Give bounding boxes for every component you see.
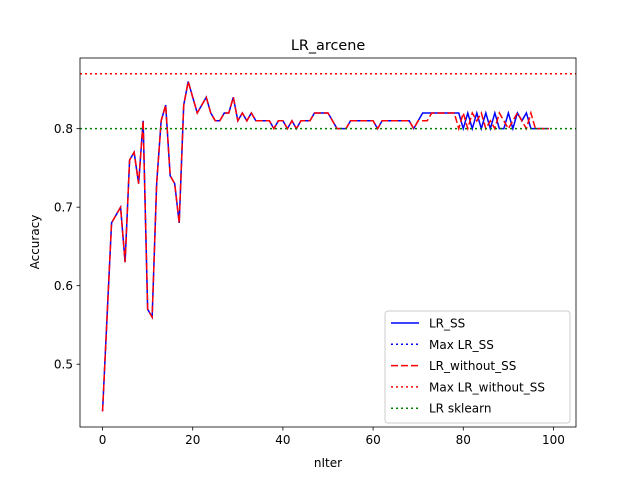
x-tick-label-2: 40	[275, 433, 290, 447]
y-tick-label-1: 0.6	[54, 279, 73, 293]
legend-box	[384, 310, 571, 424]
chart-title: LR_arcene	[291, 38, 366, 54]
y-tick-label-0: 0.5	[54, 357, 73, 371]
legend-label-2: LR_without_SS	[429, 359, 516, 373]
legend-label-1: Max LR_SS	[429, 338, 494, 352]
plot-frame	[79, 57, 577, 428]
plot-lines	[80, 72, 576, 412]
x-tick-label-0: 0	[99, 433, 107, 447]
x-tick-label-5: 100	[542, 433, 565, 447]
series-line-2	[101, 81, 549, 412]
y-axis-ticks: 0.5 0.6 0.7 0.8	[54, 122, 80, 371]
y-tick-label-3: 0.8	[54, 122, 73, 136]
legend-label-4: LR sklearn	[429, 402, 491, 416]
x-axis-ticks: 0 20 40 60 80 100	[99, 427, 565, 447]
legend: LR_SS Max LR_SS LR_without_SS Max LR_withou…	[384, 310, 571, 424]
legend-label-3: Max LR_without_SS	[429, 380, 545, 394]
y-tick-label-2: 0.7	[54, 200, 73, 214]
x-tick-label-3: 60	[365, 433, 380, 447]
y-axis-label: Accuracy	[28, 215, 42, 270]
legend-label-0: LR_SS	[429, 317, 465, 331]
x-axis-label: nIter	[314, 456, 342, 470]
x-tick-label-4: 80	[456, 433, 471, 447]
x-tick-label-1: 20	[185, 433, 200, 447]
